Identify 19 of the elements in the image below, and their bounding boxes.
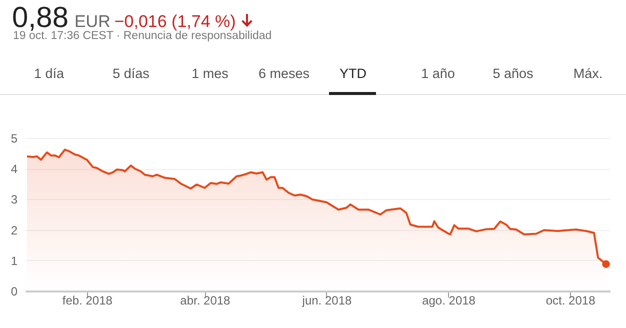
text: YTD — [340, 66, 366, 81]
x-tick-label: oct. 2018 — [546, 294, 596, 308]
text: Máx. — [573, 66, 603, 81]
y-tick-label: 3 — [10, 192, 18, 207]
x-tick-label: jun. 2018 — [301, 294, 352, 308]
text: 1 mes — [192, 66, 228, 81]
text: 1 día — [34, 66, 64, 81]
y-tick-label: 1 — [10, 254, 18, 268]
y-tick-label: 2 — [10, 223, 18, 238]
y-tick-label: 4 — [10, 162, 18, 176]
y-tick-label: 0 — [10, 284, 18, 298]
x-tick-label: ago. 2018 — [422, 294, 476, 308]
text: 5 años — [492, 66, 534, 81]
y-tick-label: 5 — [10, 132, 18, 146]
text: 6 meses — [258, 66, 310, 81]
text: 1 año — [421, 66, 455, 81]
text: 5 días — [112, 66, 150, 81]
x-tick-label: abr. 2018 — [180, 294, 231, 308]
x-tick-label: feb. 2018 — [62, 294, 113, 308]
